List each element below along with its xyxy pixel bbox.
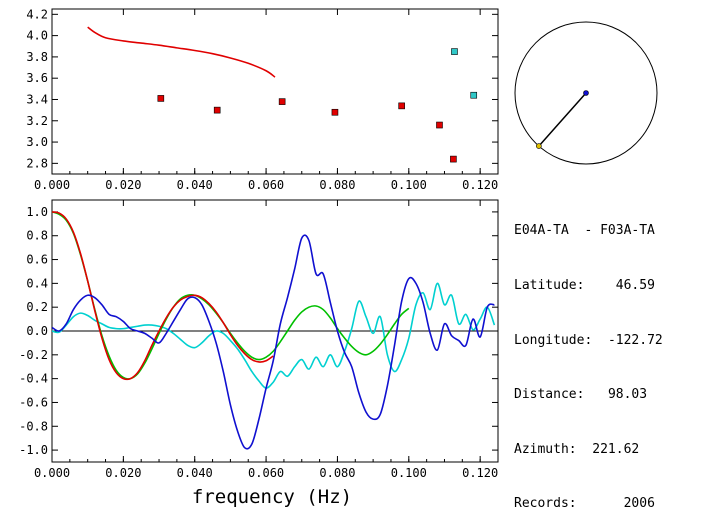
- bottom-y-tick-label: 1.0: [26, 205, 48, 219]
- top-x-tick-label: 0.100: [391, 178, 427, 192]
- top-frame: [51, 8, 499, 175]
- longitude-label: Longitude:: [514, 332, 593, 348]
- top-series-area: [87, 26, 478, 163]
- station-info-row: Longitude: -122.72: [514, 332, 663, 350]
- records-value: 2006: [623, 496, 655, 512]
- latitude-label: Latitude:: [514, 278, 585, 293]
- top-data-point: [331, 108, 339, 116]
- azimuth-needle: [538, 92, 587, 147]
- latitude-value: 46.59: [615, 278, 655, 293]
- bottom-x-tick-label: 0.040: [177, 466, 213, 480]
- station-b-marker: [536, 143, 542, 149]
- top-data-point: [398, 102, 405, 110]
- bottom-x-tick-label: 0.080: [319, 466, 355, 480]
- bottom-series-line-1: [52, 211, 410, 380]
- station-info-row: Distance: 98.03: [514, 386, 663, 404]
- x-axis-label: frequency (Hz): [192, 486, 352, 508]
- bottom-series-line-2: [52, 211, 274, 381]
- records-label: Records:: [514, 496, 577, 512]
- station-pair-title: E04A-TA - F03A-TA: [514, 223, 655, 239]
- bottom-x-tick-label: 0.120: [462, 466, 498, 480]
- top-data-point: [436, 121, 443, 129]
- top-y-tick-label: 4.0: [26, 29, 48, 43]
- top-y-tick-label: 4.2: [26, 7, 48, 21]
- top-x-tick-label: 0.020: [105, 178, 141, 192]
- top-x-tick-label: 0.120: [462, 178, 498, 192]
- top-data-point: [450, 155, 457, 163]
- top-x-tick-label: 0.080: [319, 178, 355, 192]
- top-data-point: [213, 106, 221, 114]
- top-series-line-0: [87, 26, 276, 78]
- top-y-tick-label: 3.6: [26, 71, 48, 85]
- top-y-tick-label: 2.8: [26, 156, 48, 170]
- station-info-row: Records: 2006: [514, 495, 663, 513]
- distance-label: Distance:: [514, 387, 585, 403]
- bottom-y-tick-label: 0.2: [26, 300, 48, 314]
- top-x-tick-label: 0.060: [248, 178, 284, 192]
- top-x-tick-label: 0.040: [177, 178, 213, 192]
- bottom-y-tick-label: 0.4: [26, 276, 48, 290]
- bottom-x-tick-label: 0.060: [248, 466, 284, 480]
- station-info-row: Azimuth: 221.62: [514, 441, 663, 459]
- bottom-y-tick-label: 0.8: [26, 229, 48, 243]
- figure-canvas: 0.000 0.020 0.040 0.060 0.080 0.100 0.120 2.8 3.…: [19, 7, 658, 508]
- top-x-tick-label: 0.000: [34, 178, 70, 192]
- dispersion-plot: 0.000 0.020 0.040 0.060 0.080 0.100 0.120 2.8 3.…: [26, 7, 499, 192]
- bottom-y-tick-label: 0.6: [26, 253, 48, 267]
- top-data-point: [278, 98, 286, 105]
- azimuth-dial: [514, 21, 658, 165]
- bottom-y-tick-label: -0.6: [19, 395, 48, 409]
- station-info-panel: E04A-TA - F03A-TA Latitude: 46.59 Longit…: [514, 186, 663, 532]
- bottom-y-tick-label: -0.8: [19, 419, 48, 433]
- azimuth-circle: [514, 21, 658, 165]
- longitude-value: -122.72: [607, 332, 663, 348]
- top-data-point: [451, 48, 458, 55]
- top-y-tick-label: 3.4: [26, 92, 48, 106]
- distance-value: 98.03: [607, 387, 648, 403]
- bottom-x-tick-label: 0.100: [391, 466, 427, 480]
- bottom-y-tick-label: 0.0: [26, 324, 48, 338]
- bottom-x-tick-label: 0.020: [105, 466, 141, 480]
- azimuth-value: 221.62: [592, 441, 640, 457]
- azimuth-label: Azimuth:: [514, 441, 577, 457]
- bottom-series-area: [52, 211, 496, 450]
- bottom-y-tick-label: -0.2: [19, 348, 48, 362]
- top-data-point: [157, 95, 165, 102]
- bottom-y-tick-label: -1.0: [19, 443, 48, 457]
- bottom-x-tick-label: 0.000: [34, 466, 70, 480]
- correlation-plot: 0.000 0.020 0.040 0.060 0.080 0.100 0.120 1.0 0.…: [19, 199, 499, 480]
- top-y-tick-label: 3.2: [26, 114, 48, 128]
- bottom-series-line-3: [52, 234, 495, 450]
- top-y-tick-label: 3.8: [26, 50, 48, 64]
- station-info-row: Latitude: 46.59: [514, 277, 663, 295]
- bottom-y-tick-label: -0.4: [19, 372, 48, 386]
- station-a-marker: [583, 90, 589, 96]
- top-data-point: [470, 91, 478, 99]
- top-y-tick-label: 3.0: [26, 135, 48, 149]
